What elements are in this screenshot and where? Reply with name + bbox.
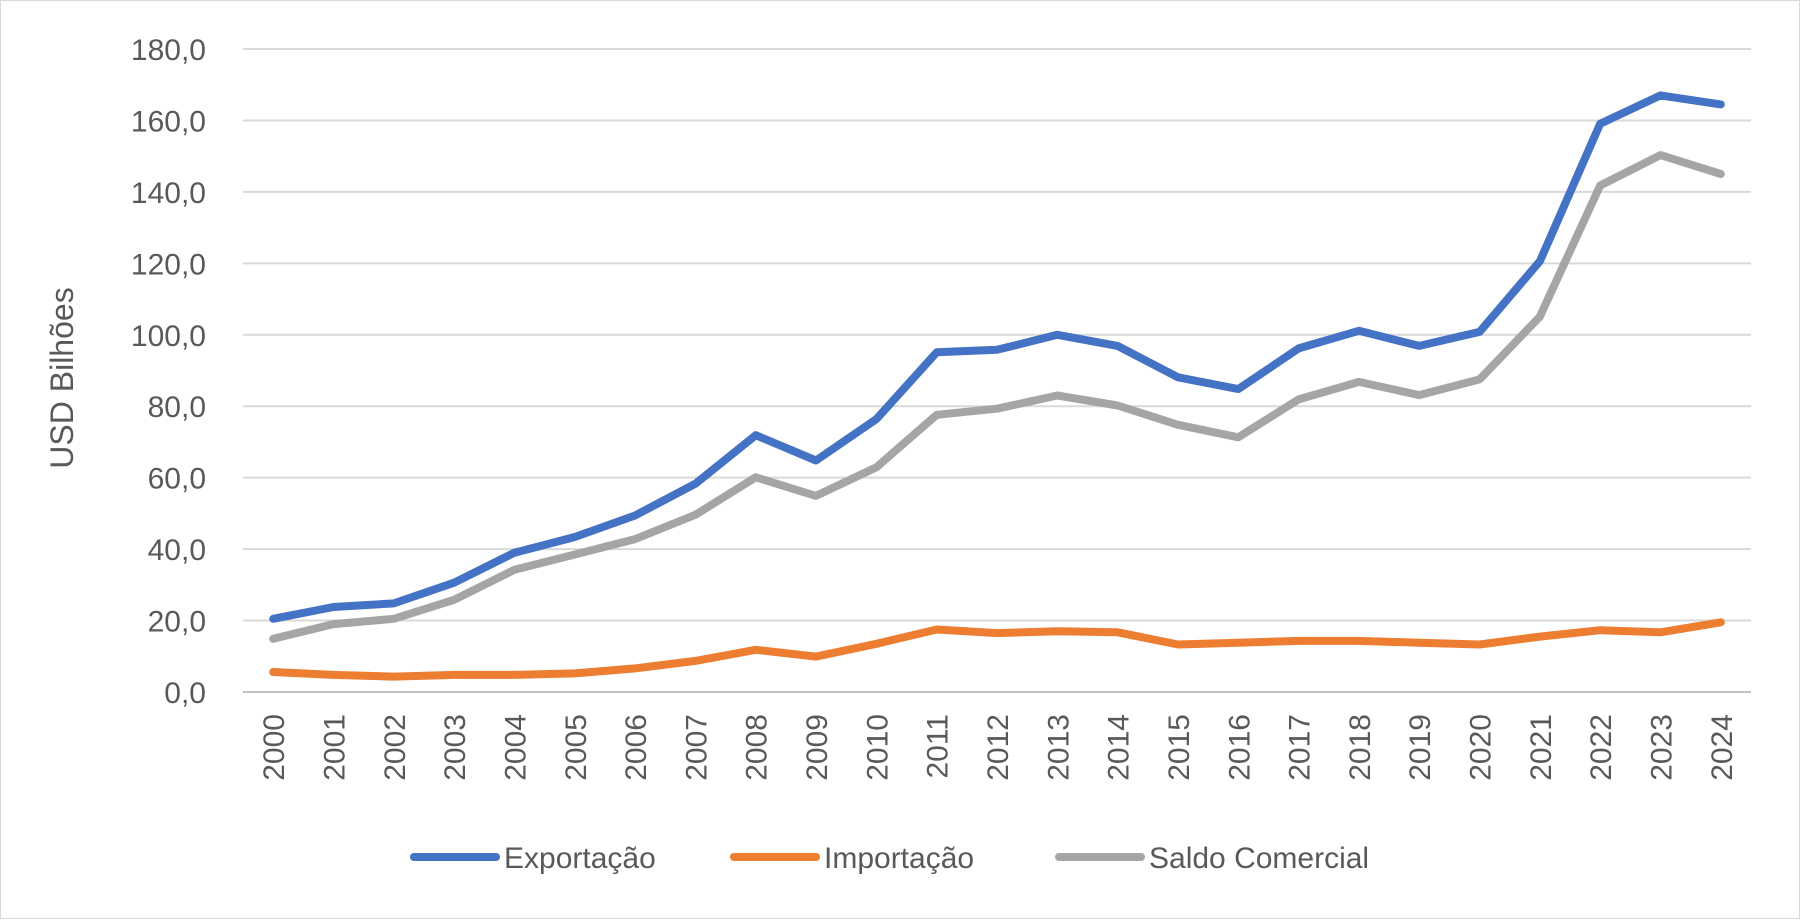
x-tick-label: 2007 (680, 714, 713, 781)
x-tick-label: 2010 (861, 714, 894, 781)
x-tick-label: 2019 (1404, 714, 1437, 781)
y-tick-label: 180,0 (131, 34, 206, 67)
series-line-saldo-comercial (269, 151, 1725, 643)
x-axis-ticks: 2000 2001 2002 2003 2004 2005 2006 2007 2008 2009… (258, 714, 1739, 781)
x-tick-label: 2014 (1103, 714, 1136, 781)
x-tick-label: 2018 (1344, 714, 1377, 781)
y-tick-label: 40,0 (148, 534, 206, 567)
y-tick-label: 160,0 (131, 105, 206, 138)
x-tick-label: 2023 (1646, 714, 1679, 781)
x-tick-label: 2011 (922, 714, 955, 779)
legend-label: Exportação (504, 842, 656, 875)
x-tick-label: 2015 (1163, 714, 1196, 781)
x-tick-label: 2005 (560, 714, 593, 781)
x-tick-label: 2017 (1284, 714, 1317, 781)
legend-label: Saldo Comercial (1149, 842, 1369, 875)
x-tick-label: 2001 (318, 714, 351, 781)
x-tick-label: 2009 (801, 714, 834, 781)
series-lines (269, 91, 1725, 681)
y-tick-label: 60,0 (148, 463, 206, 496)
y-axis-ticks: 0,0 20,0 40,0 60,0 80,0 100,0 120,0 140,0 160,0 1… (131, 34, 206, 710)
x-tick-label: 2020 (1465, 714, 1498, 781)
x-tick-label: 2006 (620, 714, 653, 781)
x-tick-label: 2012 (982, 714, 1015, 781)
x-tick-label: 2000 (258, 714, 291, 781)
y-tick-label: 0,0 (164, 677, 206, 710)
x-tick-label: 2021 (1525, 714, 1558, 781)
x-tick-label: 2002 (379, 714, 412, 781)
x-tick-label: 2024 (1706, 714, 1739, 781)
y-tick-label: 120,0 (131, 248, 206, 281)
y-tick-label: 140,0 (131, 177, 206, 210)
x-tick-label: 2016 (1223, 714, 1256, 781)
legend-label: Importação (824, 842, 974, 875)
y-tick-label: 20,0 (148, 606, 206, 639)
y-axis-title: USD Bilhões (44, 287, 80, 468)
x-tick-label: 2008 (741, 714, 774, 781)
x-tick-label: 2022 (1585, 714, 1618, 781)
series-line-exportacao (269, 91, 1725, 623)
x-tick-label: 2003 (439, 714, 472, 781)
legend: Exportação Importação Saldo Comercial (410, 842, 1369, 875)
x-tick-label: 2004 (499, 714, 532, 781)
x-tick-label: 2013 (1042, 714, 1075, 781)
series-line-importacao (269, 618, 1725, 681)
y-tick-label: 100,0 (131, 320, 206, 353)
y-tick-label: 80,0 (148, 391, 206, 424)
